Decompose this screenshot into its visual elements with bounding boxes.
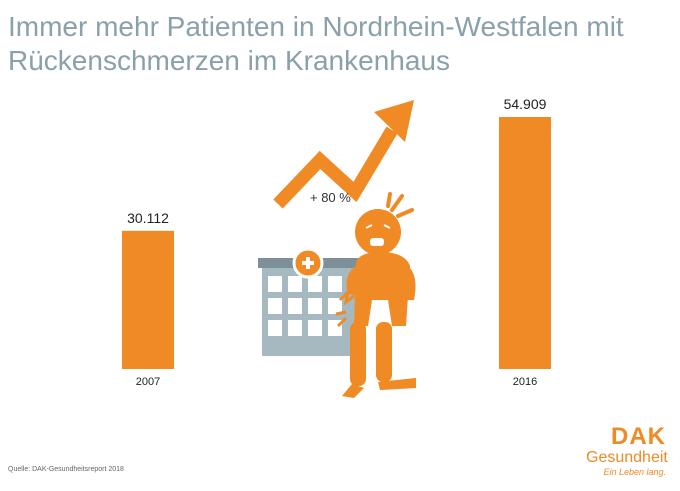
value-label-2016: 54.909 bbox=[504, 96, 547, 112]
logo-sub: Gesundheit bbox=[586, 449, 668, 466]
bars-layer: 30.112 2007 54.909 2016 bbox=[122, 96, 551, 388]
bar-2007 bbox=[122, 230, 174, 369]
title-line-2: Rückenschmerzen im Krankenhaus bbox=[8, 45, 450, 76]
person-back-pain-icon bbox=[335, 192, 416, 398]
title-line-1: Immer mehr Patienten in Nordrhein-Westfa… bbox=[8, 11, 624, 42]
source-note: Quelle: DAK-Gesundheitsreport 2018 bbox=[8, 466, 124, 473]
value-label-2007: 30.112 bbox=[127, 210, 169, 226]
growth-arrow-icon bbox=[273, 100, 414, 209]
dak-logo: DAK Gesundheit Ein Leben lang. bbox=[586, 423, 668, 478]
logo-slogan: Ein Leben lang. bbox=[603, 467, 666, 477]
growth-label: + 80 % bbox=[310, 190, 351, 205]
bar-2016 bbox=[499, 117, 551, 369]
category-label-2007: 2007 bbox=[136, 376, 160, 388]
hospital-icon bbox=[258, 247, 368, 356]
chart-title: Immer mehr Patienten in Nordrhein-Westfa… bbox=[8, 10, 668, 78]
category-label-2016: 2016 bbox=[513, 376, 537, 388]
logo-name: DAK bbox=[611, 423, 666, 450]
